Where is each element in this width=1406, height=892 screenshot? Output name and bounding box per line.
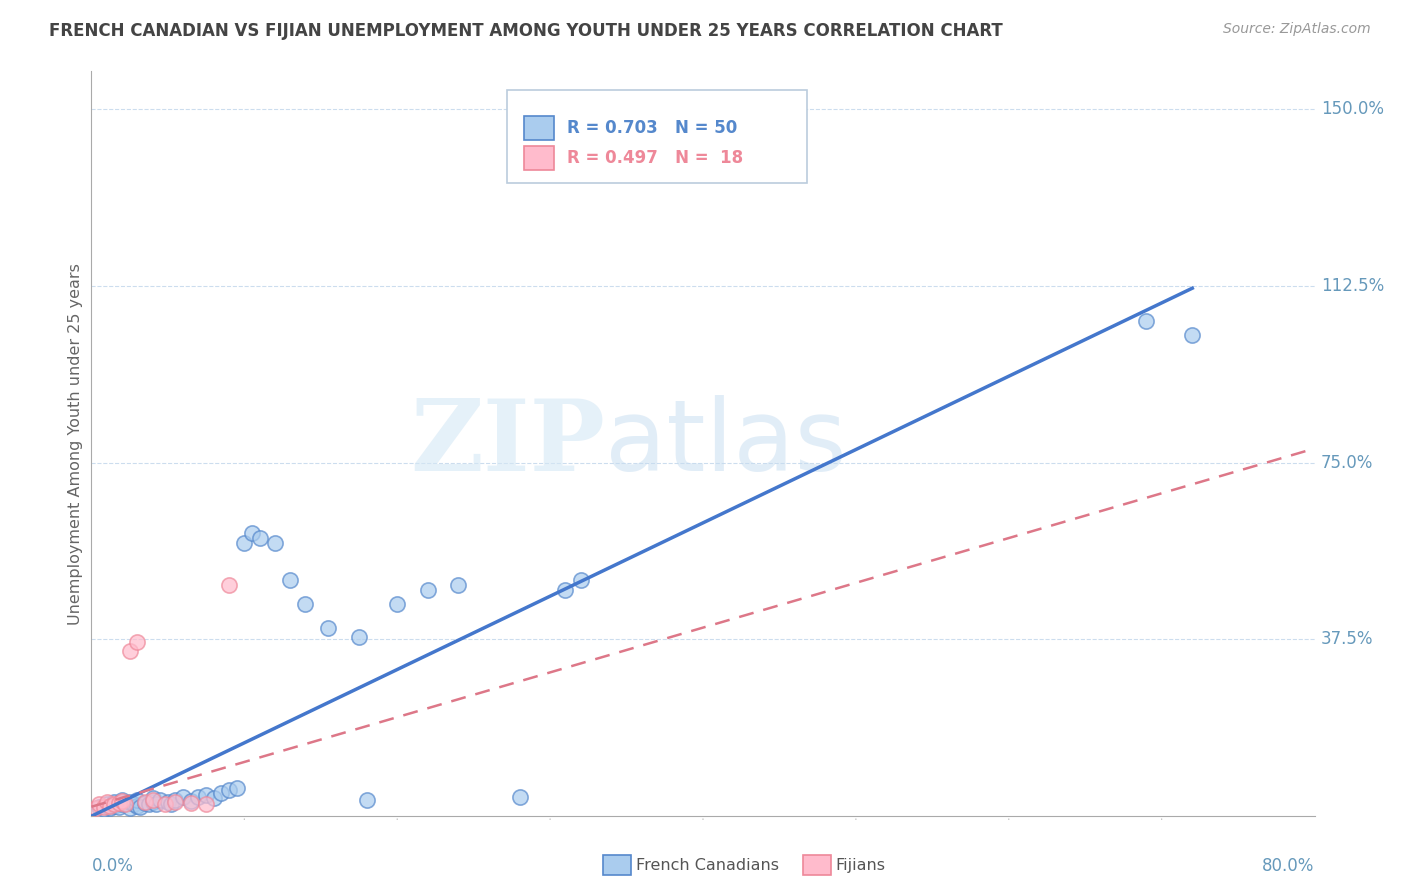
Point xyxy=(225,780,247,795)
Point xyxy=(209,786,232,800)
Point xyxy=(87,799,110,814)
Point xyxy=(96,797,118,812)
Y-axis label: Unemployment Among Youth under 25 years: Unemployment Among Youth under 25 years xyxy=(67,263,83,624)
Point xyxy=(111,794,134,808)
FancyBboxPatch shape xyxy=(508,90,807,183)
Point xyxy=(165,793,187,807)
Point xyxy=(141,791,163,805)
Text: 0.0%: 0.0% xyxy=(91,857,134,875)
Point xyxy=(127,793,149,807)
Point xyxy=(103,795,125,809)
Point xyxy=(153,797,176,812)
Point xyxy=(195,788,218,802)
Point xyxy=(569,574,592,588)
Text: R = 0.497   N =  18: R = 0.497 N = 18 xyxy=(567,149,744,167)
Point xyxy=(127,798,149,813)
Point xyxy=(294,597,316,611)
Point xyxy=(264,535,287,549)
Point xyxy=(416,582,439,597)
Point xyxy=(187,790,209,805)
Point xyxy=(96,795,118,809)
Point xyxy=(356,793,378,807)
Point xyxy=(141,793,163,807)
Text: 80.0%: 80.0% xyxy=(1263,857,1315,875)
Point xyxy=(145,797,167,812)
Point xyxy=(509,790,531,805)
Point xyxy=(93,799,115,814)
Point xyxy=(93,802,115,816)
Point xyxy=(118,644,141,658)
Point xyxy=(172,790,194,805)
Point xyxy=(202,791,225,805)
Text: French Canadians: French Canadians xyxy=(636,858,779,872)
Point xyxy=(1181,328,1204,343)
Point xyxy=(240,526,263,541)
Point xyxy=(278,574,301,588)
Point xyxy=(118,795,141,809)
Text: Fijians: Fijians xyxy=(835,858,886,872)
FancyBboxPatch shape xyxy=(524,116,554,140)
Point xyxy=(138,797,160,812)
Point xyxy=(134,796,156,810)
Point xyxy=(111,797,134,812)
Text: FRENCH CANADIAN VS FIJIAN UNEMPLOYMENT AMONG YOUTH UNDER 25 YEARS CORRELATION CH: FRENCH CANADIAN VS FIJIAN UNEMPLOYMENT A… xyxy=(49,22,1002,40)
Text: ZIP: ZIP xyxy=(411,395,605,492)
Point xyxy=(98,800,121,814)
Point xyxy=(385,597,409,611)
Point xyxy=(129,799,152,814)
Point xyxy=(160,797,183,812)
Point xyxy=(554,582,576,597)
Point xyxy=(347,630,370,644)
Point xyxy=(122,797,145,812)
Point xyxy=(111,793,134,807)
Point xyxy=(156,795,179,809)
Point xyxy=(84,800,107,814)
Point xyxy=(218,783,240,797)
Point xyxy=(1135,314,1157,328)
Point xyxy=(108,799,131,814)
Text: R = 0.703   N = 50: R = 0.703 N = 50 xyxy=(567,119,738,137)
Point xyxy=(233,535,256,549)
Point xyxy=(98,798,121,813)
Point xyxy=(218,578,240,592)
Text: 37.5%: 37.5% xyxy=(1320,631,1374,648)
Point xyxy=(141,795,163,809)
Point xyxy=(180,796,202,810)
Point xyxy=(127,634,149,648)
Text: 112.5%: 112.5% xyxy=(1320,277,1384,295)
Point xyxy=(318,621,340,635)
Point xyxy=(165,795,187,809)
Point xyxy=(249,531,271,545)
Text: atlas: atlas xyxy=(605,395,846,492)
Point xyxy=(195,797,218,812)
Point xyxy=(108,796,131,810)
Point xyxy=(180,794,202,808)
Text: 75.0%: 75.0% xyxy=(1320,454,1374,472)
Point xyxy=(103,797,125,812)
Point xyxy=(447,578,470,592)
Text: 150.0%: 150.0% xyxy=(1320,100,1384,118)
Point xyxy=(149,793,172,807)
FancyBboxPatch shape xyxy=(524,146,554,169)
Point xyxy=(134,795,156,809)
Point xyxy=(103,798,125,813)
Point xyxy=(114,796,136,810)
Point xyxy=(118,800,141,814)
Text: Source: ZipAtlas.com: Source: ZipAtlas.com xyxy=(1223,22,1371,37)
Point xyxy=(87,797,110,812)
Point xyxy=(114,797,136,812)
